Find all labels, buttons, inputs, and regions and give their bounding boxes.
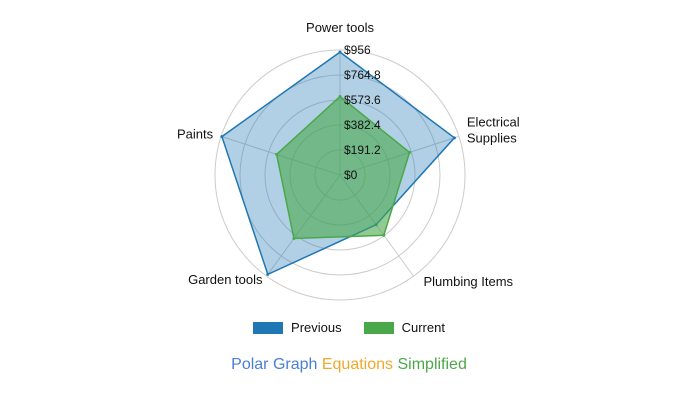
tick-label-3: $573.6 xyxy=(344,93,381,107)
legend-item-current[interactable]: Current xyxy=(363,320,445,335)
category-label-3: Garden tools xyxy=(188,272,263,287)
tick-label-5: $956 xyxy=(344,43,371,57)
tick-label-1: $191.2 xyxy=(344,143,381,157)
point-previous-4[interactable] xyxy=(220,135,224,139)
category-label-0: Power tools xyxy=(306,20,374,35)
radar-series xyxy=(220,50,456,276)
legend-swatch-previous xyxy=(253,321,284,334)
legend-label-previous: Previous xyxy=(291,320,342,335)
series-current-area[interactable] xyxy=(275,95,411,240)
category-label-1: Electrical Supplies xyxy=(467,114,520,145)
legend: Previous Current xyxy=(0,320,698,335)
tick-label-4: $764.8 xyxy=(344,68,381,82)
caption-part-1: Polar Graph xyxy=(231,356,318,373)
point-current-3[interactable] xyxy=(292,236,296,240)
point-previous-1[interactable] xyxy=(452,136,456,140)
category-labels: Power tools Electrical Supplies Plumbing It… xyxy=(177,20,520,289)
point-current-4[interactable] xyxy=(275,152,279,156)
legend-item-previous[interactable]: Previous xyxy=(253,320,342,335)
category-label-2: Plumbing Items xyxy=(423,274,513,289)
point-current-2[interactable] xyxy=(382,233,386,237)
category-label-4: Paints xyxy=(177,126,214,141)
point-current-0[interactable] xyxy=(338,95,342,99)
point-current-1[interactable] xyxy=(408,150,412,154)
legend-label-current: Current xyxy=(401,320,445,335)
caption-part-3: Simplified xyxy=(397,356,467,373)
legend-swatch-current xyxy=(363,321,394,334)
radar-chart: Power tools Electrical Supplies Plumbing It… xyxy=(177,20,520,301)
tick-label-0: $0 xyxy=(344,168,358,182)
caption: Polar Graph Equations Simplified xyxy=(0,356,698,374)
point-previous-0[interactable] xyxy=(338,50,342,54)
point-previous-3[interactable] xyxy=(266,272,270,276)
caption-part-2: Equations xyxy=(321,356,394,373)
tick-label-2: $382.4 xyxy=(344,118,381,132)
radial-tick-labels: $0 $191.2 $382.4 $573.6 $764.8 $956 xyxy=(344,43,381,182)
